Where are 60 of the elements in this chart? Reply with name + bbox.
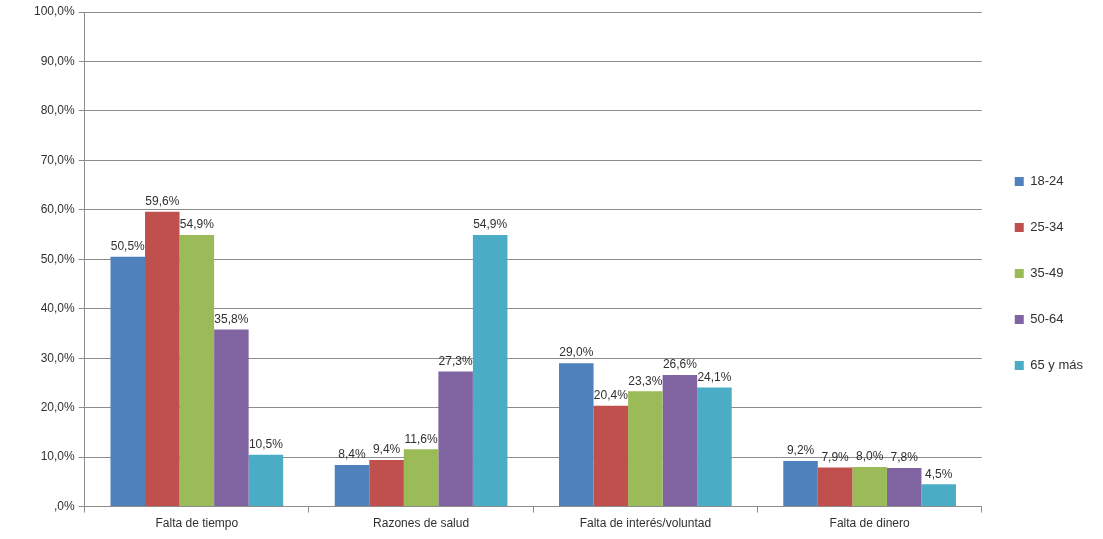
bar xyxy=(817,467,853,507)
bar xyxy=(628,391,663,507)
bar xyxy=(403,449,439,507)
data-label: 54,9% xyxy=(473,217,508,232)
x-tick-label: Razones de salud xyxy=(373,516,470,531)
bar xyxy=(886,468,922,507)
data-label: 7,8% xyxy=(890,450,919,465)
data-label: 29,0% xyxy=(559,345,594,360)
data-label: 4,5% xyxy=(925,466,953,481)
x-tick-label: Falta de dinero xyxy=(829,516,910,531)
data-label: 7,9% xyxy=(821,449,850,464)
bar xyxy=(662,375,698,507)
y-tick-label: 60,0% xyxy=(40,202,76,217)
bar xyxy=(334,465,370,507)
y-tick-label: 30,0% xyxy=(40,350,76,365)
bar xyxy=(472,235,508,507)
bar xyxy=(852,467,887,507)
data-label: 9,4% xyxy=(372,442,401,457)
bar xyxy=(248,454,284,507)
x-tick-label: Falta de interés/voluntad xyxy=(579,516,712,531)
y-tick-label: 50,0% xyxy=(40,251,76,266)
legend-label: 25-34 xyxy=(1030,219,1064,235)
data-label: 20,4% xyxy=(593,388,629,403)
bar xyxy=(697,387,732,507)
x-tick-label: Falta de tiempo xyxy=(155,516,239,531)
y-tick-label: ,0% xyxy=(54,498,76,513)
bar xyxy=(921,484,956,507)
data-label: 54,9% xyxy=(179,217,215,232)
y-tick-label: 10,0% xyxy=(40,449,76,464)
data-label: 26,6% xyxy=(662,357,698,372)
legend-label: 50-64 xyxy=(1030,311,1064,327)
data-label: 23,3% xyxy=(628,373,663,388)
data-label: 8,4% xyxy=(338,447,367,462)
data-label: 11,6% xyxy=(404,431,438,446)
legend-label: 35-49 xyxy=(1030,265,1064,281)
data-label: 10,5% xyxy=(248,436,284,451)
bar xyxy=(438,371,473,507)
data-label: 59,6% xyxy=(145,194,180,209)
y-tick-label: 80,0% xyxy=(40,103,76,118)
bar xyxy=(145,211,180,507)
data-label: 8,0% xyxy=(855,449,884,464)
bar xyxy=(179,235,215,507)
data-label: 35,8% xyxy=(214,311,249,326)
data-label: 27,3% xyxy=(438,353,473,368)
data-label: 50,5% xyxy=(110,239,146,254)
data-label: 9,2% xyxy=(786,443,815,458)
legend-label: 65 y más xyxy=(1030,357,1084,373)
bar xyxy=(593,405,629,507)
y-tick-label: 70,0% xyxy=(40,152,76,167)
bar xyxy=(110,256,146,507)
bar xyxy=(783,461,818,507)
data-label: 24,1% xyxy=(697,369,732,384)
bar xyxy=(369,460,404,507)
y-tick-label: 100,0% xyxy=(34,4,76,19)
bar xyxy=(559,363,594,507)
y-tick-label: 20,0% xyxy=(40,399,76,414)
y-tick-label: 90,0% xyxy=(40,53,76,68)
bar xyxy=(214,329,249,507)
legend-label: 18-24 xyxy=(1030,173,1064,189)
y-tick-label: 40,0% xyxy=(40,301,76,316)
